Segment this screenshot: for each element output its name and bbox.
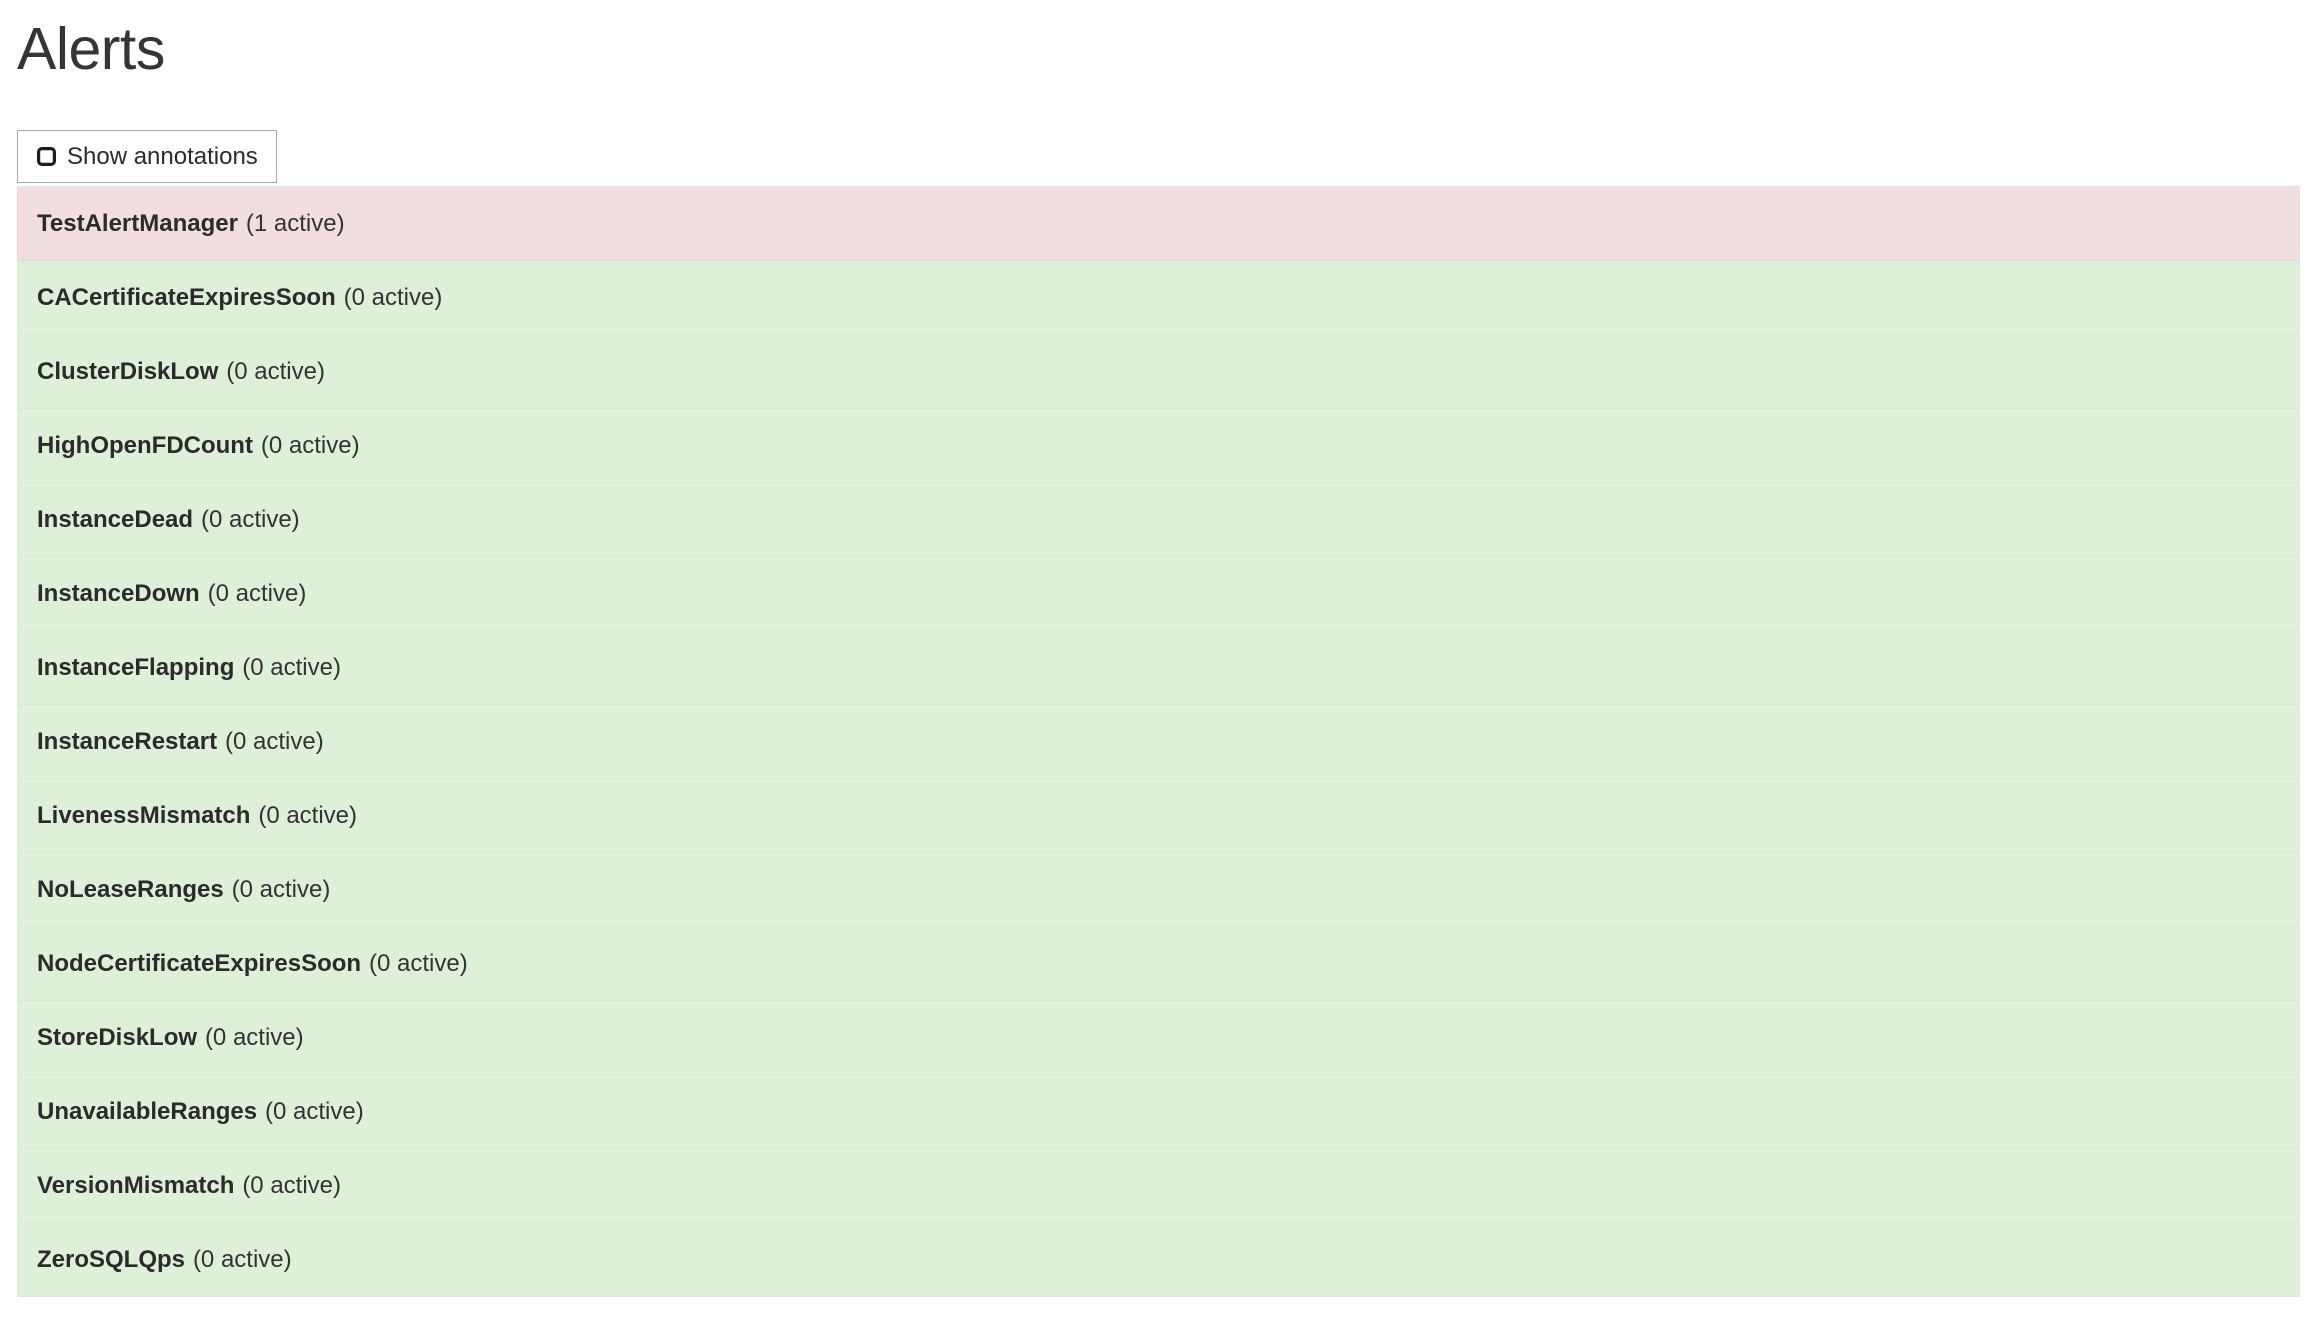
alert-row[interactable]: InstanceRestart (0 active) <box>17 705 2300 779</box>
alert-active-count: (0 active) <box>231 876 331 903</box>
unchecked-checkbox-icon <box>37 147 56 166</box>
alert-name: TestAlertManager <box>37 210 238 237</box>
alert-row[interactable]: ClusterDiskLow (0 active) <box>17 335 2300 409</box>
alert-name: InstanceDown <box>37 580 200 607</box>
alert-name: ZeroSQLQps <box>37 1246 186 1273</box>
alert-active-count: (0 active) <box>226 358 325 385</box>
alert-active-count: (0 active) <box>204 1024 304 1051</box>
alert-row[interactable]: HighOpenFDCount (0 active) <box>17 409 2300 483</box>
alert-row[interactable]: InstanceFlapping (0 active) <box>17 631 2300 705</box>
alert-active-count: (0 active) <box>343 284 443 311</box>
show-annotations-toggle[interactable]: Show annotations <box>17 130 277 183</box>
alert-name: LivenessMismatch <box>37 802 251 829</box>
alert-active-count: (0 active) <box>242 654 341 681</box>
alert-row[interactable]: UnavailableRanges (0 active) <box>17 1075 2300 1149</box>
alert-active-count: (0 active) <box>207 580 307 607</box>
alert-name: UnavailableRanges <box>37 1098 258 1125</box>
alert-row[interactable]: StoreDiskLow (0 active) <box>17 1001 2300 1075</box>
alert-active-count: (0 active) <box>369 950 468 977</box>
alert-row[interactable]: TestAlertManager (1 active) <box>17 187 2300 261</box>
alert-row[interactable]: ZeroSQLQps (0 active) <box>17 1223 2300 1297</box>
alert-name: CACertificateExpiresSoon <box>37 284 336 311</box>
alert-active-count: (0 active) <box>200 506 300 533</box>
alert-active-count: (0 active) <box>265 1098 364 1125</box>
alert-active-count: (1 active) <box>245 210 345 237</box>
alert-row[interactable]: NodeCertificateExpiresSoon (0 active) <box>17 927 2300 1001</box>
alert-name: VersionMismatch <box>37 1172 235 1199</box>
alert-row[interactable]: InstanceDown (0 active) <box>17 557 2300 631</box>
alert-name: InstanceFlapping <box>37 654 235 681</box>
alert-row[interactable]: CACertificateExpiresSoon (0 active) <box>17 261 2300 335</box>
page-title: Alerts <box>17 16 165 82</box>
alert-active-count: (0 active) <box>224 728 324 755</box>
alert-name: NodeCertificateExpiresSoon <box>37 950 362 977</box>
alert-name: InstanceRestart <box>37 728 218 755</box>
alert-row[interactable]: InstanceDead (0 active) <box>17 483 2300 557</box>
show-annotations-label: Show annotations <box>67 142 258 170</box>
alert-name: ClusterDiskLow <box>37 358 219 385</box>
alert-list: TestAlertManager (1 active) CACertificateE… <box>17 186 2300 1297</box>
alert-name: HighOpenFDCount <box>37 432 253 459</box>
alert-name: InstanceDead <box>37 506 194 533</box>
alert-active-count: (0 active) <box>260 432 360 459</box>
alert-name: NoLeaseRanges <box>37 876 224 903</box>
alert-active-count: (0 active) <box>192 1246 292 1273</box>
alert-active-count: (0 active) <box>242 1172 342 1199</box>
alert-active-count: (0 active) <box>258 802 358 829</box>
alert-name: StoreDiskLow <box>37 1024 198 1051</box>
alert-row[interactable]: LivenessMismatch (0 active) <box>17 779 2300 853</box>
alert-row[interactable]: VersionMismatch (0 active) <box>17 1149 2300 1223</box>
alert-row[interactable]: NoLeaseRanges (0 active) <box>17 853 2300 927</box>
